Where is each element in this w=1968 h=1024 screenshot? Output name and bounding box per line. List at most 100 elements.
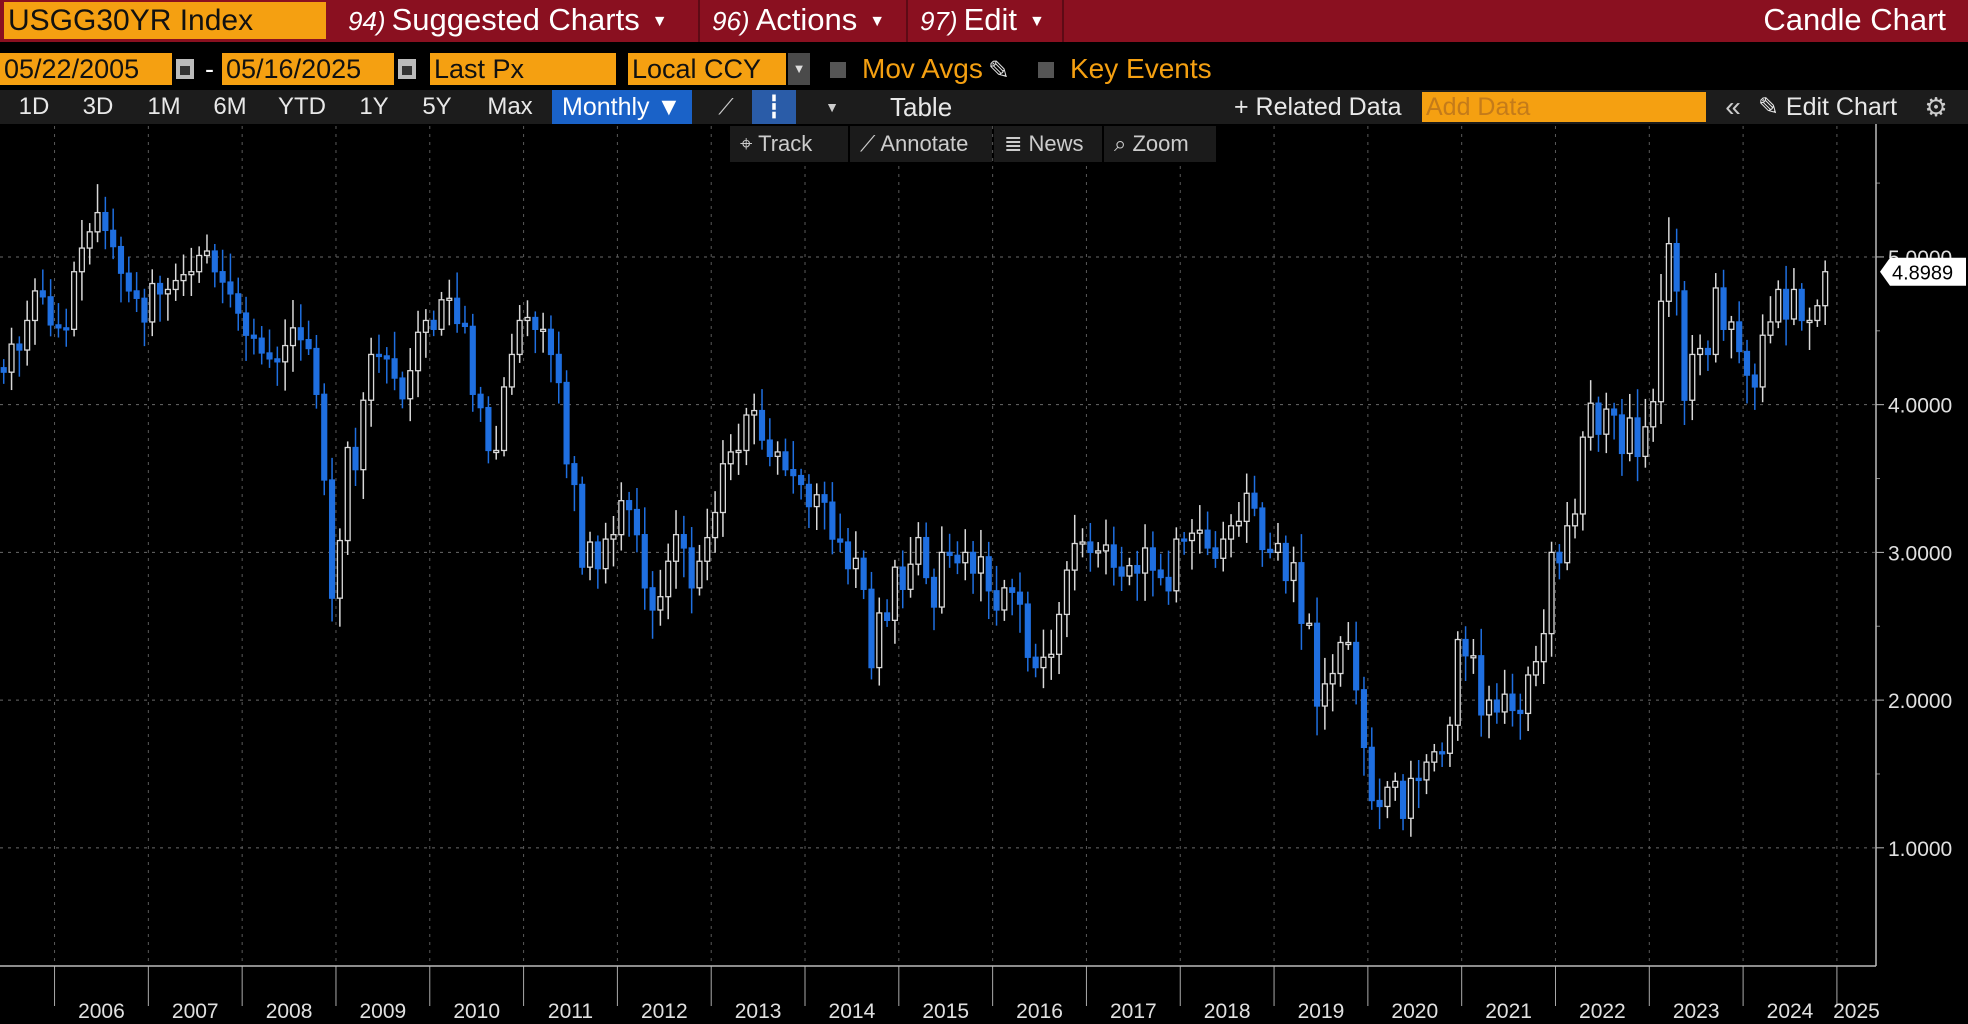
caret-down-icon: ▼ xyxy=(651,12,668,30)
candle-body xyxy=(1525,674,1532,715)
range-ytd-button[interactable]: YTD xyxy=(278,93,326,120)
candle-body xyxy=(1462,638,1469,657)
candle-body xyxy=(313,347,320,395)
candle-body xyxy=(1220,538,1227,559)
candle-body xyxy=(1235,520,1242,527)
key-events-checkbox[interactable] xyxy=(1038,62,1054,78)
mov-avgs-label[interactable]: Mov Avgs xyxy=(862,53,983,84)
periodicity-selector[interactable]: Monthly ▼ xyxy=(552,90,692,124)
edit-chart-button[interactable]: ✎ Edit Chart xyxy=(1758,90,1897,124)
candle-body xyxy=(164,288,171,295)
add-data-field[interactable] xyxy=(1422,92,1706,123)
candle-body xyxy=(1736,321,1743,353)
candle-body xyxy=(1814,305,1821,322)
candle-body xyxy=(1665,243,1672,302)
x-tick-label: 2009 xyxy=(360,1000,407,1023)
calendar-icon[interactable] xyxy=(398,59,416,79)
candle-body xyxy=(1181,538,1188,542)
collapse-icon[interactable]: « xyxy=(1725,91,1741,122)
key-events-label[interactable]: Key Events xyxy=(1070,53,1212,84)
line-chart-icon[interactable]: ⟋ xyxy=(718,94,734,119)
related-data-button[interactable]: + Related Data xyxy=(1234,93,1402,121)
candle-body xyxy=(1298,562,1305,624)
candle-body xyxy=(242,312,250,336)
candle-body xyxy=(289,327,297,347)
edit-menu[interactable]: 97) Edit ▼ xyxy=(910,0,1055,42)
range-1y-button[interactable]: 1Y xyxy=(359,93,389,120)
candle-body xyxy=(923,536,930,579)
x-tick-label: 2015 xyxy=(922,1000,969,1023)
ticker-field[interactable]: USGG30YR Index xyxy=(4,2,326,39)
candle-body xyxy=(500,386,508,452)
candle-body xyxy=(1579,436,1586,515)
field-selector[interactable]: Last Px xyxy=(430,53,616,85)
candle-body xyxy=(63,327,70,331)
candle-body xyxy=(1173,538,1180,592)
candle-body xyxy=(540,328,547,332)
actions-menu[interactable]: 96) Actions ▼ xyxy=(702,0,895,42)
currency-selector[interactable]: Local CCY xyxy=(628,53,786,85)
candle-body xyxy=(1587,402,1594,438)
news-tool[interactable]: ≣ News xyxy=(994,126,1102,162)
currency-dropdown-button[interactable]: ▼ xyxy=(788,53,810,85)
x-tick-label: 2018 xyxy=(1204,1000,1251,1023)
range-max-button[interactable]: Max xyxy=(487,93,533,120)
annotate-tool[interactable]: ⟋ Annotate xyxy=(850,126,992,162)
candle-body xyxy=(391,358,398,379)
news-icon: ≣ xyxy=(1004,131,1029,156)
candle-body xyxy=(1806,319,1813,324)
range-3d-button[interactable]: 3D xyxy=(82,93,114,120)
chart-type-dropdown-icon[interactable]: ▼ xyxy=(825,99,839,115)
candle-body xyxy=(954,554,961,564)
x-tick-label: 2022 xyxy=(1579,1000,1626,1023)
candle-body xyxy=(547,328,555,356)
candle-body xyxy=(1650,401,1657,428)
candle-body xyxy=(649,587,656,611)
candle-body xyxy=(414,331,422,372)
candle-body xyxy=(626,500,633,511)
candle-body xyxy=(1759,334,1766,388)
pencil-icon[interactable]: ✎ xyxy=(988,55,1010,85)
range-6m-button[interactable]: 6M xyxy=(213,93,247,120)
grid-layer xyxy=(0,124,1876,966)
track-tool[interactable]: ⌖ Track xyxy=(730,126,848,162)
range-5y-button[interactable]: 5Y xyxy=(422,93,452,120)
candle-body xyxy=(102,211,109,232)
start-date-field[interactable]: 05/22/2005 xyxy=(0,53,172,85)
candle-body xyxy=(1517,709,1524,715)
candle-body xyxy=(829,501,836,540)
mov-avgs-checkbox[interactable] xyxy=(830,62,846,78)
candle-body xyxy=(844,541,852,570)
candle-body xyxy=(117,245,125,274)
zoom-tool[interactable]: ⌕ Zoom xyxy=(1104,126,1216,162)
candle-body xyxy=(555,353,562,384)
gear-icon[interactable]: ⚙ xyxy=(1924,92,1948,122)
candle-body xyxy=(55,324,62,329)
x-tick-label: 2008 xyxy=(266,1000,313,1023)
candle-chart-icon[interactable]: ┇ xyxy=(752,90,796,124)
calendar-icon[interactable] xyxy=(176,59,194,79)
candle-body xyxy=(891,566,898,621)
candle-body xyxy=(813,494,820,508)
x-tick-label: 2016 xyxy=(1016,1000,1063,1023)
suggested-charts-menu[interactable]: 94) Suggested Charts ▼ xyxy=(338,0,678,42)
table-button[interactable]: Table xyxy=(890,92,953,122)
candle-body xyxy=(1306,622,1313,626)
x-tick-label: 2011 xyxy=(548,1000,593,1023)
candle-body xyxy=(1431,751,1438,763)
x-tick-label: 2014 xyxy=(829,1000,876,1023)
candle-body xyxy=(1024,603,1031,658)
caret-down-icon: ▼ xyxy=(869,12,886,30)
candle-body xyxy=(1282,542,1289,582)
end-date-field[interactable]: 05/16/2025 xyxy=(222,53,394,85)
add-data-input[interactable] xyxy=(1426,92,1706,123)
y-tick-label: 4.0000 xyxy=(1888,395,1952,418)
range-1m-button[interactable]: 1M xyxy=(147,93,181,120)
candle-body xyxy=(438,299,445,330)
range-1d-button[interactable]: 1D xyxy=(18,93,50,120)
candle-body xyxy=(219,271,226,283)
candle-body xyxy=(1673,243,1680,292)
candle-chart[interactable]: 1.00002.00003.00004.00005.00002006200720… xyxy=(0,124,1968,1024)
candle-body xyxy=(970,551,977,574)
candle-body xyxy=(743,414,750,452)
